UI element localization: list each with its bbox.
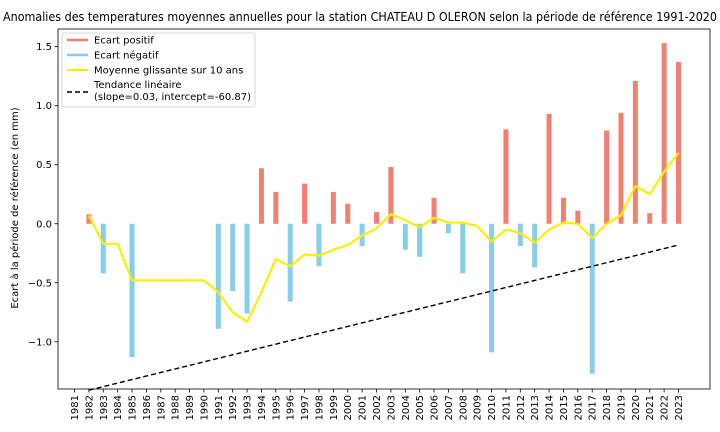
- x-tick-label: 2022: [660, 395, 671, 420]
- x-tick-label: 1989: [185, 395, 196, 420]
- x-tick-label: 2019: [616, 395, 627, 420]
- bar-negative-2012: [517, 223, 523, 247]
- legend-box: [61, 32, 256, 108]
- x-tick-label: 1998: [314, 395, 325, 420]
- x-tick-label: 2010: [487, 395, 498, 420]
- bar-negative-2013: [532, 223, 538, 268]
- x-tick-label: 2003: [386, 395, 397, 420]
- y-tick-label: −1.0: [28, 337, 52, 348]
- bar-positive-1995: [273, 191, 279, 224]
- legend-label: Moyenne glissante sur 10 ans: [94, 66, 243, 77]
- bar-negative-1998: [316, 223, 322, 267]
- bar-positive-1994: [258, 168, 264, 224]
- y-tick-label: −0.5: [28, 278, 52, 289]
- x-tick-label: 2014: [545, 395, 556, 420]
- x-tick-label: 1991: [214, 395, 225, 420]
- x-tick-label: 1983: [99, 395, 110, 420]
- x-tick-label: 2023: [674, 395, 685, 420]
- bar-negative-1991: [215, 223, 221, 329]
- x-tick-label: 1996: [286, 395, 297, 420]
- bar-positive-2018: [604, 130, 610, 224]
- x-tick-label: 2008: [458, 395, 469, 420]
- x-tick-label: 1985: [128, 395, 139, 420]
- x-tick-label: 1987: [156, 395, 167, 420]
- x-tick-label: 1995: [271, 395, 282, 420]
- x-tick-label: 1981: [70, 395, 81, 420]
- x-tick-label: 1992: [228, 395, 239, 420]
- bar-positive-2022: [661, 43, 667, 224]
- plot-area: −1.0 −0.5 0.0 0.5 1.0 1.5 1981 1982 1983 1984 1985…: [28, 28, 711, 420]
- x-tick-label: 1999: [329, 395, 340, 420]
- rolling-mean-line: [87, 152, 680, 323]
- x-tick-label: 2013: [530, 395, 541, 420]
- bar-positive-1997: [302, 183, 308, 224]
- y-tick-label: 0.5: [36, 160, 52, 171]
- x-tick-label: 1984: [113, 395, 124, 420]
- bar-positive-1982: [86, 214, 92, 224]
- y-tick-label: 1.5: [36, 42, 52, 53]
- bar-negative-2004: [402, 223, 408, 250]
- x-tick-label: 2011: [501, 395, 512, 420]
- x-tick-label: 2020: [631, 395, 642, 420]
- bar-positive-2020: [632, 80, 638, 224]
- x-tick-label: 1982: [84, 395, 95, 420]
- trend-line: [88, 244, 679, 391]
- x-tick-label: 2012: [516, 395, 527, 420]
- bar-negative-1993: [244, 223, 250, 314]
- x-tick-label: 2015: [559, 395, 570, 420]
- bar-positive-1999: [330, 191, 336, 224]
- bar-negative-1985: [129, 223, 135, 358]
- bar-positive-2023: [676, 62, 681, 224]
- legend: Ecart positif Ecart négatif Moyenne glissa…: [61, 32, 256, 108]
- y-tick-label: 0.0: [36, 219, 52, 230]
- bar-positive-2019: [618, 112, 624, 224]
- bar-positive-2016: [575, 210, 581, 224]
- bar-negative-1992: [230, 223, 236, 292]
- x-tick-label: 2007: [444, 395, 455, 420]
- x-tick-label: 2017: [588, 395, 599, 420]
- bar-negative-1996: [287, 223, 293, 302]
- x-tick-label: 2009: [473, 395, 484, 420]
- y-axis-label: Ecart à la période de référence (en mm): [9, 107, 21, 308]
- bar-negative-2005: [417, 223, 423, 257]
- y-tick-label: 1.0: [36, 101, 52, 112]
- bar-positive-2011: [503, 129, 509, 224]
- x-tick-label: 2016: [573, 395, 584, 420]
- bar-negative-1983: [100, 223, 106, 274]
- bar-positive-2014: [546, 113, 552, 224]
- legend-label: Ecart positif: [94, 36, 154, 47]
- x-tick-label: 1990: [199, 395, 210, 420]
- x-tick-label: 1988: [171, 395, 182, 420]
- bar-negative-2008: [460, 223, 466, 274]
- x-tick-label: 2001: [358, 395, 369, 420]
- legend-label: Tendance linéaire: [93, 79, 182, 91]
- bar-negative-2017: [589, 223, 595, 374]
- legend-label: (slope=0.03, intercept=-60.87): [94, 92, 251, 103]
- x-tick-label: 2000: [343, 395, 354, 420]
- bar-positive-2006: [431, 197, 437, 224]
- bar-positive-2000: [345, 203, 351, 224]
- x-tick-label: 2021: [645, 395, 656, 420]
- bar-positive-2002: [374, 211, 379, 224]
- x-tick-label: 2004: [401, 395, 412, 420]
- bar-negative-2010: [489, 223, 495, 353]
- x-tick-label: 2002: [372, 395, 383, 420]
- bar-negative-2007: [445, 223, 451, 234]
- bar-positive-2003: [388, 167, 394, 224]
- plot-frame: [57, 28, 711, 390]
- x-tick-label: 1986: [142, 395, 153, 420]
- x-tick-label: 2018: [602, 395, 613, 420]
- bar-positive-2021: [647, 213, 653, 224]
- x-tick-label: 2005: [415, 395, 426, 420]
- legend-label: Ecart négatif: [94, 50, 159, 62]
- chart-title: Anomalies des temperatures moyennes annu…: [3, 9, 717, 24]
- x-tick-label: 2006: [430, 395, 441, 420]
- bar-positive-2015: [560, 197, 566, 224]
- x-tick-label: 1997: [300, 395, 311, 420]
- x-tick-label: 1994: [257, 395, 268, 420]
- x-tick-label: 1993: [243, 395, 254, 420]
